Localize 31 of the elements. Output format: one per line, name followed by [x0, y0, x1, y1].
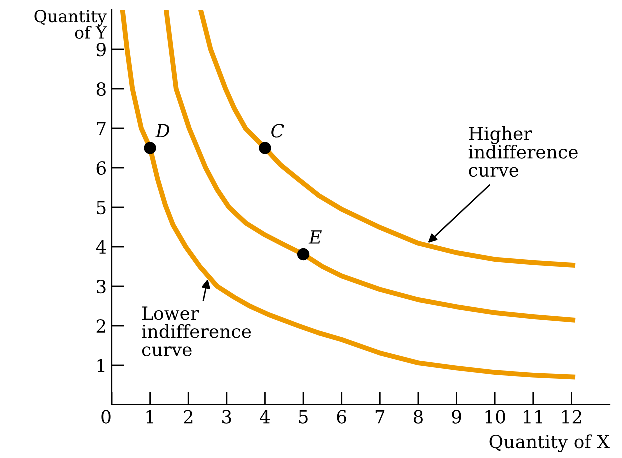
y-tick-label: 8 — [96, 82, 106, 96]
x-tick-label: 2 — [184, 410, 193, 424]
line-series — [120, 10, 578, 380]
x-tick-label: 3 — [222, 410, 232, 424]
y-tick-label: 6 — [96, 161, 106, 176]
line-series — [198, 10, 578, 268]
x-axis-title: Quantity of X — [490, 434, 610, 452]
y-axis-title: Quantity of Y — [34, 10, 108, 40]
x-tick-label: 11 — [524, 410, 542, 424]
x-tick-label: 5 — [299, 410, 308, 424]
y-tick-label: 5 — [97, 201, 106, 215]
x-tick-label: 1 — [146, 410, 154, 424]
annotation: Lower indifference curve — [142, 306, 252, 357]
x-tick-label: 10 — [486, 410, 506, 424]
x-tick-label: 7 — [376, 410, 385, 424]
y-tick-label: 2 — [96, 319, 106, 333]
x-tick-label: 6 — [337, 410, 346, 424]
x-tick-label: 12 — [562, 410, 582, 424]
x-tick-label: 4 — [260, 410, 270, 424]
x-tick-label: 9 — [452, 410, 462, 424]
series-label: C — [272, 124, 284, 138]
y-tick-label: 9 — [96, 42, 106, 57]
x-tick-label: 8 — [414, 410, 423, 424]
series-label: D — [156, 124, 170, 138]
series-label: E — [308, 230, 322, 244]
y-tick-label: 7 — [97, 122, 106, 136]
x-tick-label: 0 — [102, 410, 111, 424]
y-tick-label: 4 — [96, 240, 106, 254]
y-tick-label: 1 — [98, 358, 105, 372]
y-tick-label: 3 — [97, 280, 106, 294]
annotation: Higher indifference curve — [468, 126, 578, 178]
